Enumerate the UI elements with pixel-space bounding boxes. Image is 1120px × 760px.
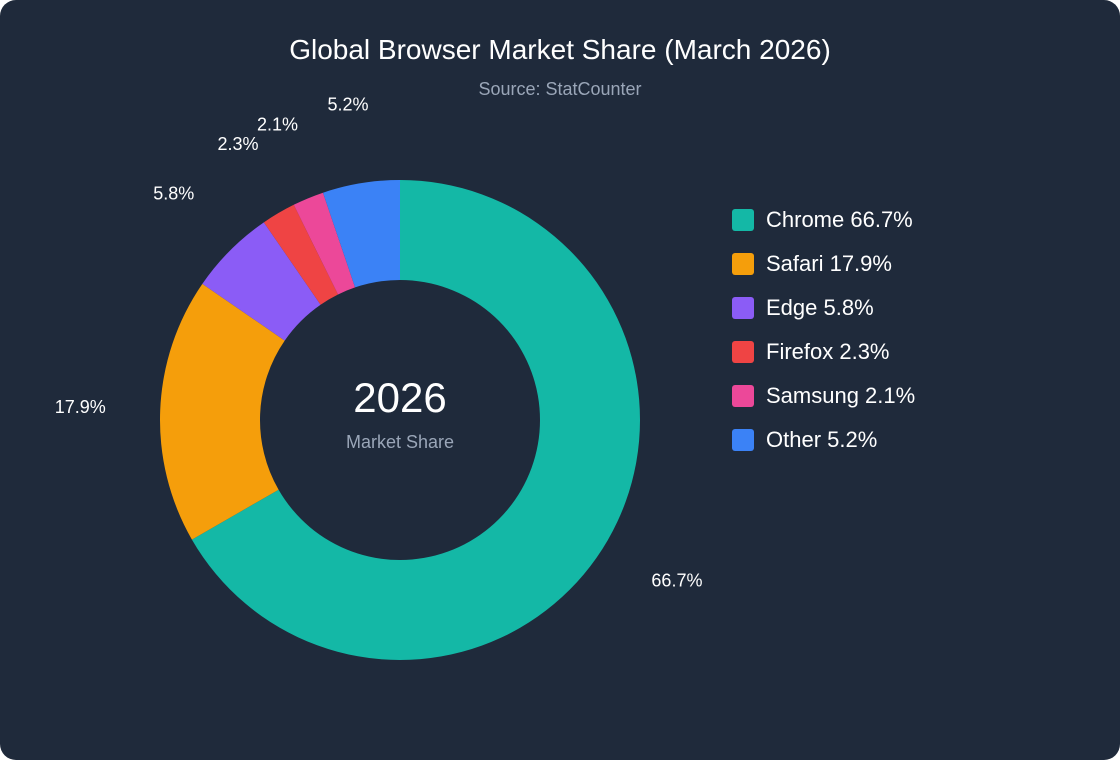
legend-swatch <box>732 253 754 275</box>
slice-firefox[interactable] <box>263 204 339 305</box>
legend-swatch <box>732 429 754 451</box>
legend-label: Safari 17.9% <box>766 251 892 276</box>
legend-item-firefox[interactable]: Firefox 2.3% <box>732 330 915 374</box>
legend-swatch <box>732 385 754 407</box>
legend: Chrome 66.7% Safari 17.9% Edge 5.8% Firefox… <box>732 198 915 462</box>
legend-swatch <box>732 209 754 231</box>
legend-item-chrome[interactable]: Chrome 66.7% <box>732 198 915 242</box>
slice-label-safari: 17.9% <box>55 397 106 417</box>
slice-edge[interactable] <box>202 222 321 341</box>
legend-item-other[interactable]: Other 5.2% <box>732 418 915 462</box>
slice-label-firefox: 2.3% <box>217 134 258 154</box>
legend-label: Edge 5.8% <box>766 295 874 320</box>
legend-label: Other 5.2% <box>766 427 878 452</box>
legend-item-samsung[interactable]: Samsung 2.1% <box>732 374 915 418</box>
slice-label-edge: 5.8% <box>153 184 194 204</box>
center-value: 2026 <box>353 374 446 421</box>
slice-label-chrome: 66.7% <box>651 570 702 590</box>
legend-item-edge[interactable]: Edge 5.8% <box>732 286 915 330</box>
donut-slices <box>159 180 640 660</box>
legend-item-safari[interactable]: Safari 17.9% <box>732 242 915 286</box>
legend-label: Firefox 2.3% <box>766 339 890 364</box>
chart-subtitle: Source: StatCounter <box>478 79 642 99</box>
legend-swatch <box>732 297 754 319</box>
slice-safari[interactable] <box>159 283 285 540</box>
legend-label: Samsung 2.1% <box>766 383 916 408</box>
center-label: Market Share <box>346 432 454 452</box>
legend-label: Chrome 66.7% <box>766 207 913 232</box>
legend-swatch <box>732 341 754 363</box>
slice-samsung[interactable] <box>293 192 356 295</box>
slice-other[interactable] <box>322 180 400 288</box>
slice-label-samsung: 2.1% <box>257 114 298 134</box>
slice-label-other: 5.2% <box>327 94 368 114</box>
chart-title: Global Browser Market Share (March 2026) <box>289 34 831 65</box>
slice-chrome[interactable] <box>191 180 640 660</box>
slice-labels: 66.7% 17.9% 5.8% 2.3%2.1% 5.2% <box>55 94 703 590</box>
